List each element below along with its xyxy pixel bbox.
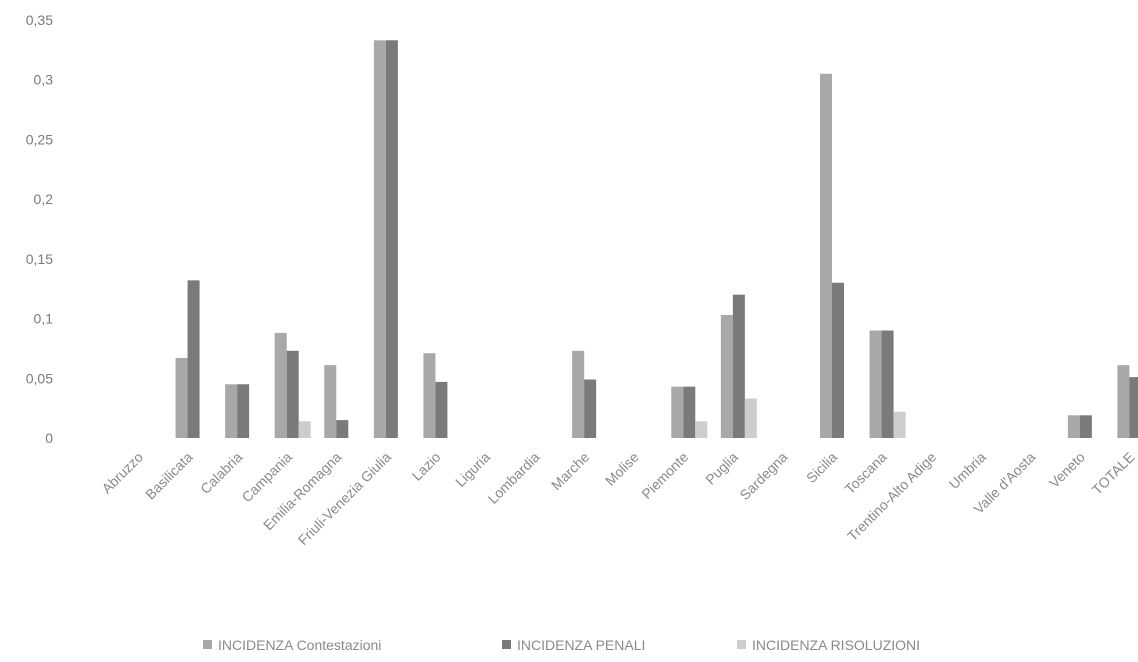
bar (435, 381, 448, 438)
x-tick-label: Liguria (452, 449, 493, 490)
bar (373, 40, 386, 438)
y-axis-ticks: 0 0,05 0,1 0,15 0,2 0,25 0,3 0,35 (26, 12, 53, 446)
x-tick-label: Molise (602, 449, 642, 489)
legend: INCIDENZA Contestazioni INCIDENZA PENALI I… (203, 637, 920, 653)
x-tick-label: Umbria (946, 449, 989, 492)
bar (423, 353, 436, 438)
y-tick-label: 0 (45, 430, 53, 446)
bar (286, 350, 299, 438)
bar (881, 330, 894, 438)
bars (175, 40, 1138, 438)
x-tick-label: Piemonte (638, 449, 691, 502)
bar (744, 398, 757, 438)
bar (1129, 377, 1138, 438)
bar (572, 350, 585, 438)
x-tick-label: Toscana (841, 449, 889, 497)
legend-swatch (502, 640, 511, 649)
legend-label: INCIDENZA RISOLUZIONI (752, 637, 920, 653)
bar (385, 40, 398, 438)
bar (237, 384, 250, 438)
x-tick-label: Basilicata (142, 449, 196, 503)
bar (695, 421, 708, 438)
legend-label: INCIDENZA Contestazioni (218, 637, 381, 653)
bar (1117, 365, 1130, 438)
bar (893, 411, 906, 438)
bar (1067, 415, 1080, 438)
y-tick-label: 0,15 (26, 251, 53, 267)
bar (869, 330, 882, 438)
y-tick-label: 0,05 (26, 370, 53, 386)
bar (732, 294, 745, 438)
x-tick-label: Sardegna (736, 449, 790, 503)
bar (832, 282, 844, 438)
x-tick-label: TOTALE (1089, 449, 1138, 498)
bar (298, 421, 311, 438)
bar (584, 379, 597, 438)
bar (225, 384, 238, 438)
x-tick-label: Calabria (197, 449, 245, 497)
y-tick-label: 0,2 (34, 191, 54, 207)
y-tick-label: 0,3 (34, 72, 54, 88)
bar (720, 314, 733, 438)
y-tick-label: 0,25 (26, 131, 53, 147)
bar (820, 73, 832, 438)
x-tick-label: Sicilia (803, 449, 840, 486)
x-tick-label: Marche (548, 449, 592, 493)
y-tick-label: 0,35 (26, 12, 53, 28)
y-tick-label: 0,1 (34, 311, 54, 327)
legend-label: INCIDENZA PENALI (517, 637, 645, 653)
x-tick-label: Abruzzo (98, 449, 146, 497)
x-tick-label: Veneto (1046, 449, 1088, 491)
bar (683, 386, 696, 438)
x-tick-label: Lombardia (485, 449, 543, 507)
legend-swatch (203, 640, 212, 649)
bar (274, 332, 287, 438)
bar (671, 386, 684, 438)
x-tick-label: Trentino-Alto Adige (844, 449, 939, 544)
bar (1079, 415, 1092, 438)
bar (187, 280, 200, 438)
x-tick-label: Friuli-Venezia Giulia (295, 449, 394, 548)
bar (175, 357, 188, 438)
bar (336, 420, 349, 438)
legend-swatch (737, 640, 746, 649)
x-tick-label: Puglia (702, 449, 741, 488)
x-tick-label: Lazio (409, 449, 444, 484)
bar (324, 365, 337, 438)
